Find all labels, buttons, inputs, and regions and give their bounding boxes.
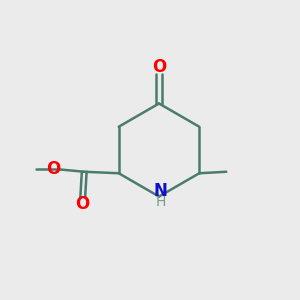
Text: O: O [46,160,61,178]
Text: H: H [155,196,166,209]
Text: O: O [76,195,90,213]
Text: N: N [154,182,167,200]
Text: O: O [152,58,166,76]
